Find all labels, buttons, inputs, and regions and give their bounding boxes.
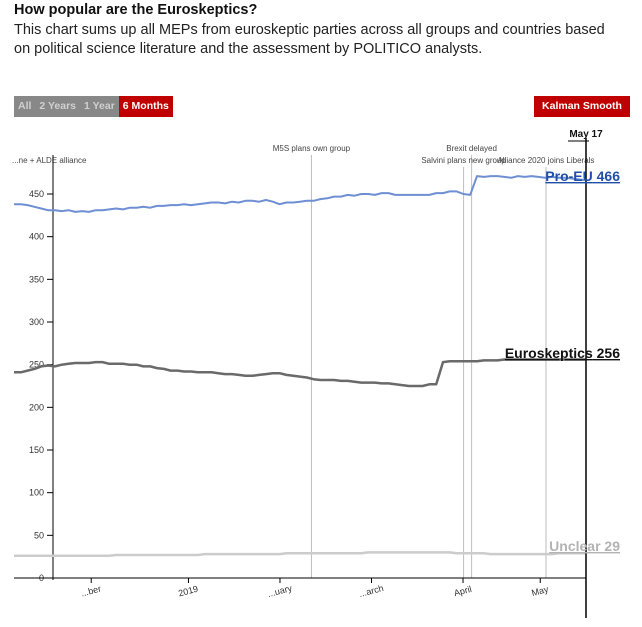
y-tick-label: 250 [29, 360, 44, 370]
time-range-selector: All 2 Years 1 Year 6 Months [14, 96, 173, 117]
y-tick-label: 200 [29, 402, 44, 412]
y-tick-label: 50 [34, 530, 44, 540]
x-tick-label: May [530, 584, 549, 598]
y-tick-label: 450 [29, 189, 44, 199]
range-6-months-button[interactable]: 6 Months [118, 96, 173, 117]
x-tick-label: ...ber [80, 584, 102, 599]
range-all-button[interactable]: All [18, 100, 32, 112]
x-tick-label: ...arch [358, 583, 385, 599]
current-date-label: May 17 [569, 129, 603, 140]
y-tick-label: 350 [29, 274, 44, 284]
y-tick-label: 300 [29, 317, 44, 327]
unclear-line [14, 551, 586, 558]
kalman-smooth-button[interactable]: Kalman Smooth [534, 96, 630, 117]
range-2-years-button[interactable]: 2 Years [39, 100, 77, 112]
annotation-label: Salvini plans new group [421, 156, 506, 165]
annotation-label: M5S plans own group [273, 144, 351, 153]
annotation-label: Brexit delayed [446, 144, 497, 153]
chart-subtitle: This chart sums up all MEPs from euroske… [14, 22, 605, 57]
x-tick-label: ...uary [266, 583, 293, 599]
x-tick-label: 2019 [177, 584, 199, 599]
pro-eu-end-label: Pro-EU 466 [545, 168, 620, 184]
unclear-end-label: Unclear 29 [549, 538, 620, 554]
euroskeptics-end-label: Euroskeptics 256 [505, 345, 620, 361]
pro-eu-line [14, 175, 587, 213]
range-1-year-button[interactable]: 1 Year [84, 100, 115, 112]
y-tick-label: 400 [29, 232, 44, 242]
x-tick-label: April [453, 584, 473, 598]
y-tick-label: 100 [29, 488, 44, 498]
y-tick-label: 150 [29, 445, 44, 455]
euroskeptics-line [14, 358, 586, 388]
annotation-label: Alliance 2020 joins Liberals [497, 156, 594, 165]
chart-title: How popular are the Euroskeptics? [14, 2, 258, 18]
annotation-label: ...ne + ALDE alliance [12, 156, 87, 165]
